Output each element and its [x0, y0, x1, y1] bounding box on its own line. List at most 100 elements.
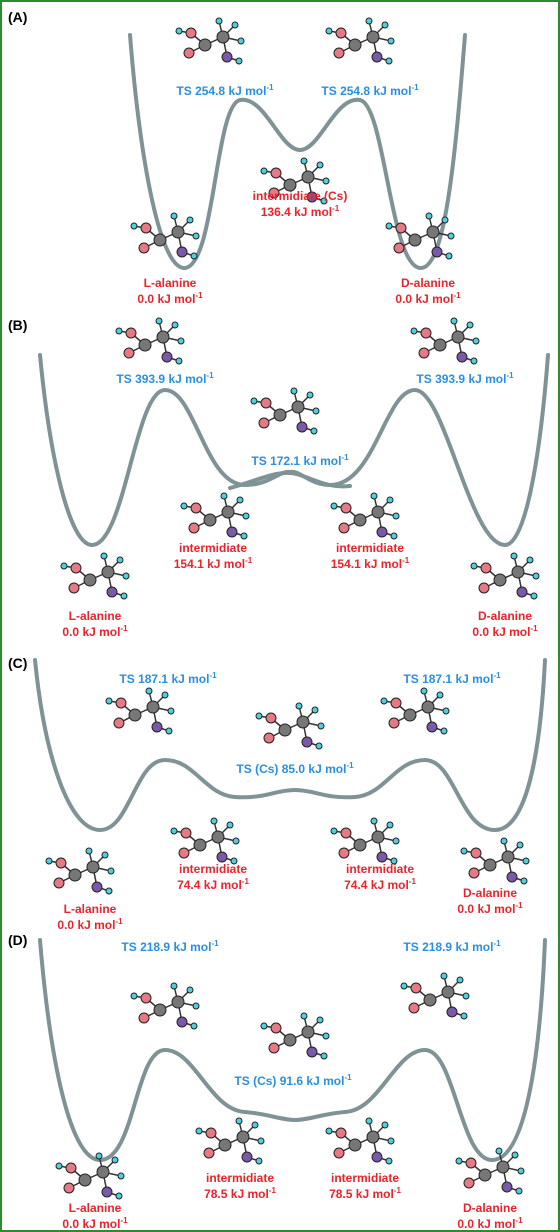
energy-label: D-alanine — [478, 609, 532, 623]
atom — [516, 1188, 522, 1194]
atom — [237, 497, 243, 503]
atom — [193, 1003, 199, 1009]
label-text: 0.0 kJ mol — [62, 625, 120, 639]
label-text: D-alanine — [401, 276, 455, 290]
label-text: 154.1 kJ mol — [174, 557, 245, 571]
label-text: 74.4 kJ mol — [344, 878, 409, 892]
label-text: L-alanine — [69, 1201, 122, 1215]
atom — [86, 848, 92, 854]
energy-label: 0.0 kJ mol-1 — [62, 624, 128, 639]
atom — [96, 1153, 102, 1159]
label-text: intermidiate (Cs) — [253, 189, 348, 203]
atom — [279, 724, 291, 736]
atom — [154, 234, 166, 246]
energy-label: 0.0 kJ mol-1 — [457, 901, 523, 916]
atom — [387, 822, 393, 828]
atom — [102, 566, 114, 578]
atom — [71, 563, 81, 573]
atom — [147, 701, 159, 713]
atom — [426, 213, 432, 219]
atom — [331, 503, 337, 509]
atom — [292, 401, 304, 413]
atom — [252, 1122, 258, 1128]
superscript: -1 — [394, 1186, 402, 1195]
label-text: TS 393.9 kJ mol — [416, 372, 506, 386]
atom — [259, 418, 269, 428]
label-text: TS (Cs) 85.0 kJ mol — [236, 762, 346, 776]
atom — [371, 818, 377, 824]
atom — [297, 422, 307, 432]
atom — [221, 493, 227, 499]
atom — [64, 1183, 74, 1193]
energy-label: 0.0 kJ mol-1 — [457, 1216, 523, 1231]
label-text: intermidiate — [206, 1171, 274, 1185]
atom — [177, 1017, 187, 1027]
atom — [432, 247, 442, 257]
atom — [141, 223, 151, 233]
label-text: TS 254.8 kJ mol — [176, 84, 266, 98]
atom — [193, 233, 199, 239]
label-text: TS 172.1 kJ mol — [251, 454, 341, 468]
atom — [102, 1187, 112, 1197]
energy-label: D-alanine — [463, 886, 517, 900]
label-text: 0.0 kJ mol — [457, 1217, 515, 1231]
atom — [382, 1122, 388, 1128]
atom — [116, 328, 122, 334]
atom — [456, 1158, 462, 1164]
atom — [237, 1131, 249, 1143]
atom — [87, 861, 99, 873]
atom — [391, 698, 401, 708]
atom — [323, 178, 329, 184]
atom — [464, 1178, 474, 1188]
superscript: -1 — [195, 291, 203, 300]
atom — [393, 838, 399, 844]
atom — [191, 1023, 197, 1029]
energy-label: intermidiate — [179, 541, 247, 555]
atom — [442, 217, 448, 223]
atom — [377, 527, 387, 537]
atom — [366, 18, 372, 24]
atom — [527, 557, 533, 563]
atom — [388, 38, 394, 44]
energy-label: D-alanine — [463, 1201, 517, 1215]
atom — [481, 563, 491, 573]
atom — [211, 818, 217, 824]
atom — [196, 1128, 202, 1134]
atom — [317, 1017, 323, 1023]
atom — [261, 398, 271, 408]
atom — [79, 1174, 91, 1186]
atom — [394, 243, 404, 253]
atom — [302, 1026, 314, 1038]
atom — [157, 331, 169, 343]
atom — [411, 328, 417, 334]
atom — [219, 1139, 231, 1151]
atom — [469, 868, 479, 878]
energy-label: 0.0 kJ mol-1 — [395, 291, 461, 306]
energy-label: L-alanine — [69, 1201, 122, 1215]
superscript: -1 — [515, 901, 523, 910]
atom — [66, 1163, 76, 1173]
atom — [466, 1158, 476, 1168]
atom — [421, 688, 427, 694]
atom — [367, 31, 379, 43]
atom — [518, 1168, 524, 1174]
superscript: -1 — [211, 939, 219, 948]
atom — [256, 713, 262, 719]
energy-label: TS (Cs) 91.6 kJ mol-1 — [234, 1073, 352, 1088]
atom — [56, 1163, 62, 1169]
atom — [511, 553, 517, 559]
atom — [176, 358, 182, 364]
atom — [451, 318, 457, 324]
atom — [216, 18, 222, 24]
atom — [317, 162, 323, 168]
atom — [171, 983, 177, 989]
atom — [521, 878, 527, 884]
atom — [131, 993, 137, 999]
atom — [154, 1004, 166, 1016]
atom — [227, 822, 233, 828]
energy-label: TS 218.9 kJ mol-1 — [121, 939, 219, 954]
atom — [437, 692, 443, 698]
atom — [171, 213, 177, 219]
atom — [377, 852, 387, 862]
atom — [92, 882, 102, 892]
